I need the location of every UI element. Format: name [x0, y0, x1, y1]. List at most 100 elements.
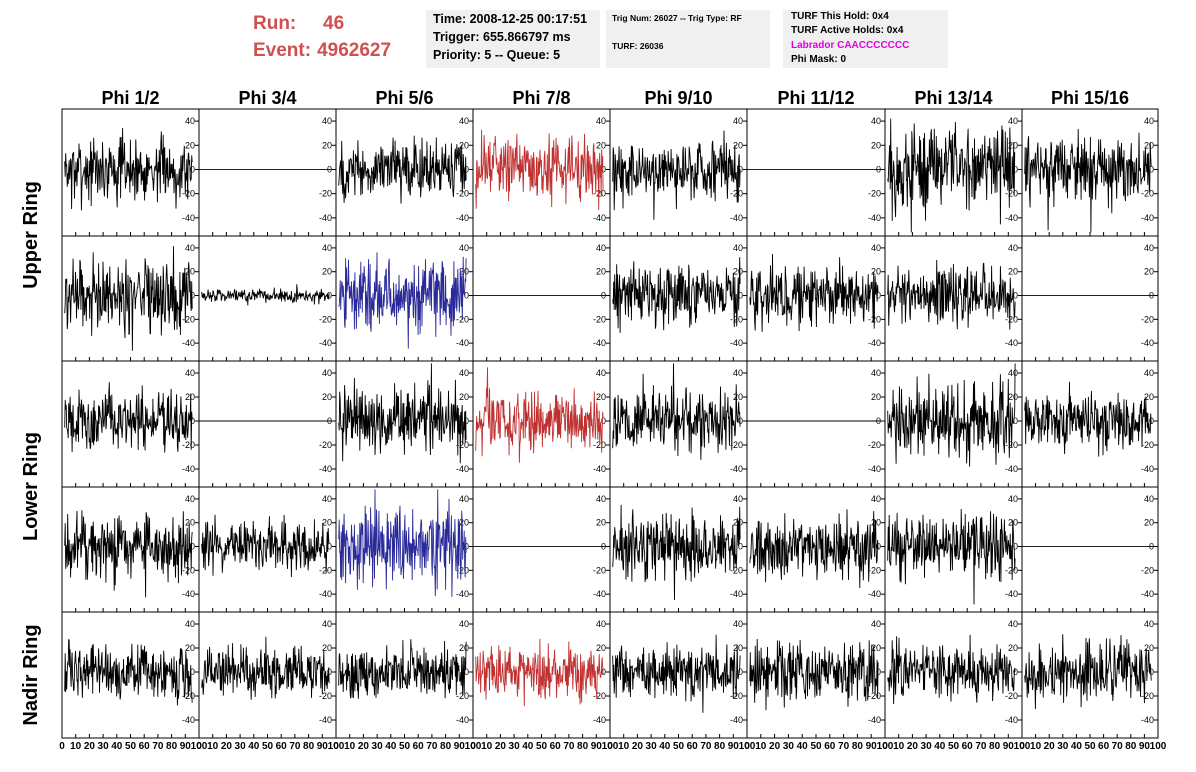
panel-frame: [198, 486, 337, 613]
waveform-trace: [612, 130, 741, 220]
y-tick-label: -40: [1141, 715, 1154, 725]
y-tick-label: -40: [1005, 589, 1018, 599]
x-tick-label: 30: [235, 741, 247, 752]
y-tick-label: 0: [876, 542, 881, 552]
waveform-trace: [64, 127, 193, 211]
column-title: Phi 13/14: [914, 88, 992, 108]
waveform-trace: [201, 514, 330, 578]
y-tick-label: 20: [185, 392, 195, 402]
y-tick-label: -40: [456, 715, 469, 725]
y-tick-label: 40: [733, 619, 743, 629]
y-tick-label: 20: [185, 140, 195, 150]
y-tick-label: 0: [1013, 291, 1018, 301]
y-tick-label: 20: [185, 267, 195, 277]
x-tick-label: 20: [769, 741, 781, 752]
waveform-trace: [64, 510, 193, 598]
x-tick-label: 10: [70, 741, 82, 752]
x-tick-label: 40: [111, 741, 123, 752]
event-value: 4962627: [317, 40, 392, 61]
y-tick-label: -40: [319, 213, 332, 223]
waveform-trace: [338, 252, 467, 349]
x-tick-label: 30: [509, 741, 521, 752]
run-value: 46: [323, 13, 345, 34]
y-tick-label: 0: [464, 164, 469, 174]
y-tick-label: 40: [596, 619, 606, 629]
waveform-trace: [612, 363, 741, 460]
x-tick-label: 100: [191, 741, 208, 752]
x-tick-label: 100: [1150, 741, 1167, 752]
y-tick-label: -40: [1141, 464, 1154, 474]
row-label: Upper Ring: [20, 181, 42, 289]
panel-frame: [472, 235, 611, 362]
y-tick-label: -40: [593, 213, 606, 223]
y-tick-label: -40: [1141, 213, 1154, 223]
y-tick-label: 0: [1013, 667, 1018, 677]
x-tick-label: 70: [838, 741, 850, 752]
y-tick-label: 20: [596, 140, 606, 150]
waveform-trace: [475, 129, 604, 211]
y-tick-label: 20: [322, 392, 332, 402]
y-tick-label: 0: [1013, 164, 1018, 174]
y-tick-label: -20: [182, 314, 195, 324]
x-tick-label: 100: [602, 741, 619, 752]
y-tick-label: 40: [185, 368, 195, 378]
y-tick-label: 40: [185, 494, 195, 504]
y-tick-label: -20: [730, 565, 743, 575]
trigger-info-box: Time: 2008-12-25 00:17:51 Trigger: 655.8…: [426, 10, 600, 68]
x-tick-label: 90: [454, 741, 466, 752]
y-tick-label: -40: [319, 338, 332, 348]
waveform-trace: [1024, 634, 1152, 710]
run-event-block: Run: 46 Event: 4962627: [253, 10, 391, 64]
y-tick-label: 0: [738, 416, 743, 426]
waveform-trace: [64, 639, 193, 706]
y-tick-label: 20: [733, 643, 743, 653]
y-tick-label: -20: [593, 440, 606, 450]
y-tick-label: -40: [1005, 715, 1018, 725]
y-tick-label: 40: [185, 243, 195, 253]
waveform-trace: [64, 246, 193, 351]
x-tick-label: 90: [180, 741, 192, 752]
x-tick-label: 30: [646, 741, 658, 752]
y-tick-label: -40: [1005, 213, 1018, 223]
y-tick-label: -20: [182, 440, 195, 450]
y-tick-label: -20: [456, 314, 469, 324]
y-tick-label: 40: [596, 368, 606, 378]
y-tick-label: 20: [871, 392, 881, 402]
y-tick-label: 40: [459, 116, 469, 126]
waveform-trace: [1024, 128, 1152, 233]
y-tick-label: 40: [1144, 116, 1154, 126]
trig-num-box: Trig Num: 26027 -- Trig Type: RF TURF: 2…: [606, 10, 770, 68]
y-tick-label: 40: [322, 494, 332, 504]
column-title: Phi 9/10: [644, 88, 712, 108]
y-tick-label: -40: [456, 464, 469, 474]
y-tick-label: 40: [871, 243, 881, 253]
y-tick-label: 20: [1008, 392, 1018, 402]
waveform-trace: [338, 135, 467, 204]
event-label: Event:: [253, 40, 312, 61]
x-tick-label: 20: [84, 741, 96, 752]
x-tick-label: 70: [152, 741, 164, 752]
column-title: Phi 7/8: [512, 88, 570, 108]
y-tick-label: 0: [464, 542, 469, 552]
y-tick-label: 0: [190, 291, 195, 301]
x-tick-label: 20: [358, 741, 370, 752]
y-tick-label: 40: [322, 243, 332, 253]
y-tick-label: 0: [876, 667, 881, 677]
x-tick-label: 50: [262, 741, 274, 752]
y-tick-label: -20: [319, 565, 332, 575]
x-tick-label: 80: [852, 741, 864, 752]
y-tick-label: -40: [868, 715, 881, 725]
x-tick-label: 90: [728, 741, 740, 752]
y-tick-label: 40: [871, 116, 881, 126]
panel-frame: [472, 486, 611, 613]
y-tick-label: 40: [1008, 619, 1018, 629]
waveform-trace: [887, 259, 1016, 330]
y-tick-label: 0: [190, 416, 195, 426]
y-tick-label: 20: [733, 267, 743, 277]
x-tick-label: 10: [1030, 741, 1042, 752]
y-tick-label: 40: [459, 368, 469, 378]
waveform-trace: [475, 367, 604, 463]
waveform-trace: [749, 253, 879, 332]
y-tick-label: -20: [456, 189, 469, 199]
run-label: Run:: [253, 13, 297, 34]
